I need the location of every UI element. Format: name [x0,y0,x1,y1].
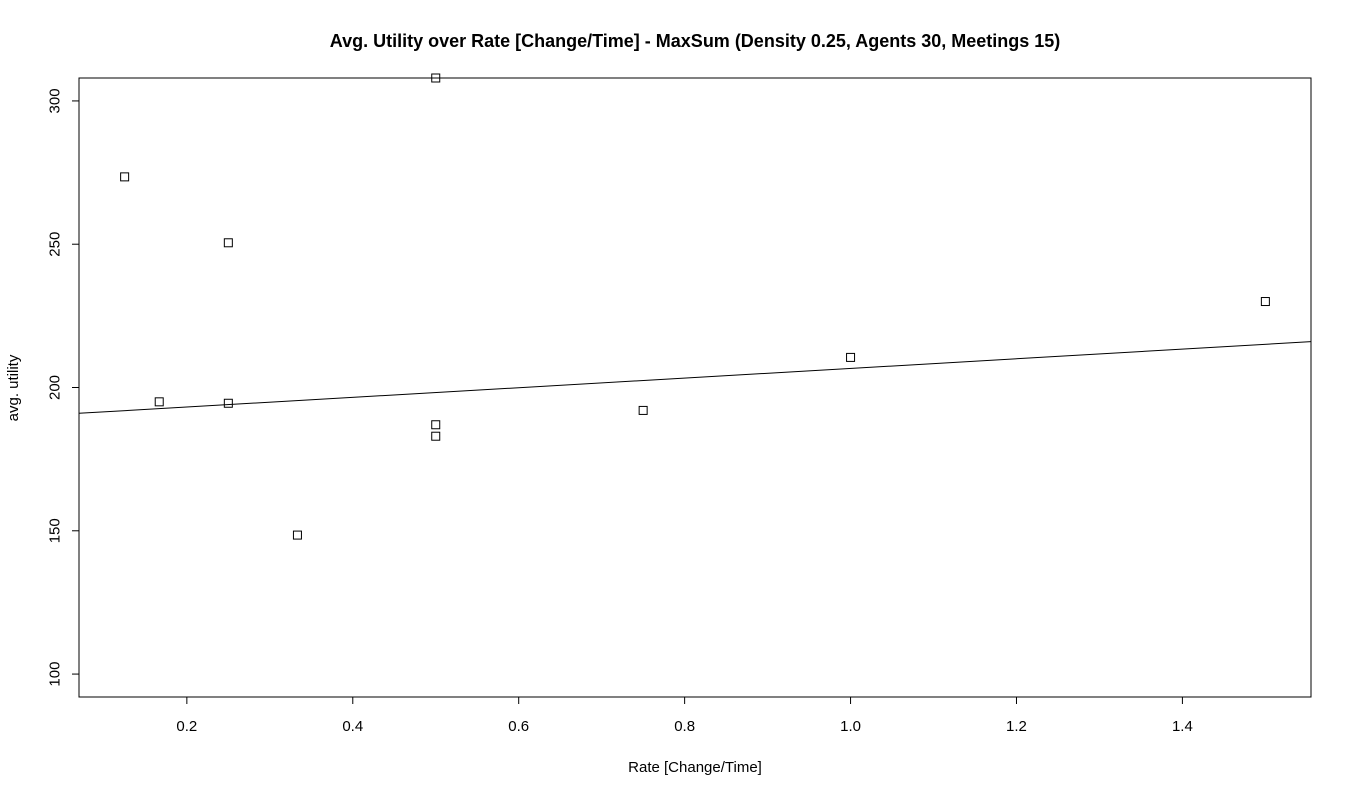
data-point [431,431,441,441]
data-point [292,530,302,540]
data-point [120,172,130,182]
data-point [846,352,856,362]
plot-frame [78,77,1312,698]
y-tick-label: 250 [47,232,64,257]
y-tick-label: 100 [47,662,64,687]
data-point [154,397,164,407]
data-point [223,238,233,248]
x-tick-label: 1.2 [1006,718,1027,735]
y-tick-label: 150 [47,518,64,543]
x-axis-label: Rate [Change/Time] [628,759,762,776]
fit-layer [78,341,1312,414]
data-point [1260,297,1270,307]
chart-title: Avg. Utility over Rate [Change/Time] - M… [330,31,1061,51]
data-point [638,405,648,415]
x-tick-label: 0.4 [342,718,363,735]
y-tick-label: 300 [47,88,64,113]
x-tick-label: 0.2 [176,718,197,735]
points-layer [120,73,1270,540]
x-tick-label: 0.8 [674,718,695,735]
regression-line [78,341,1312,414]
y-axis: 100 150 200 250 300 [47,88,80,687]
x-tick-label: 1.0 [840,718,861,735]
x-axis: 0.2 0.4 0.6 0.8 1.0 1.2 1.4 [176,696,1193,735]
x-tick-label: 0.6 [508,718,529,735]
data-point [431,420,441,430]
x-tick-label: 1.4 [1172,718,1193,735]
y-tick-label: 200 [47,375,64,400]
y-axis-label: avg. utility [5,354,22,421]
data-point [223,398,233,408]
data-point [431,73,441,83]
